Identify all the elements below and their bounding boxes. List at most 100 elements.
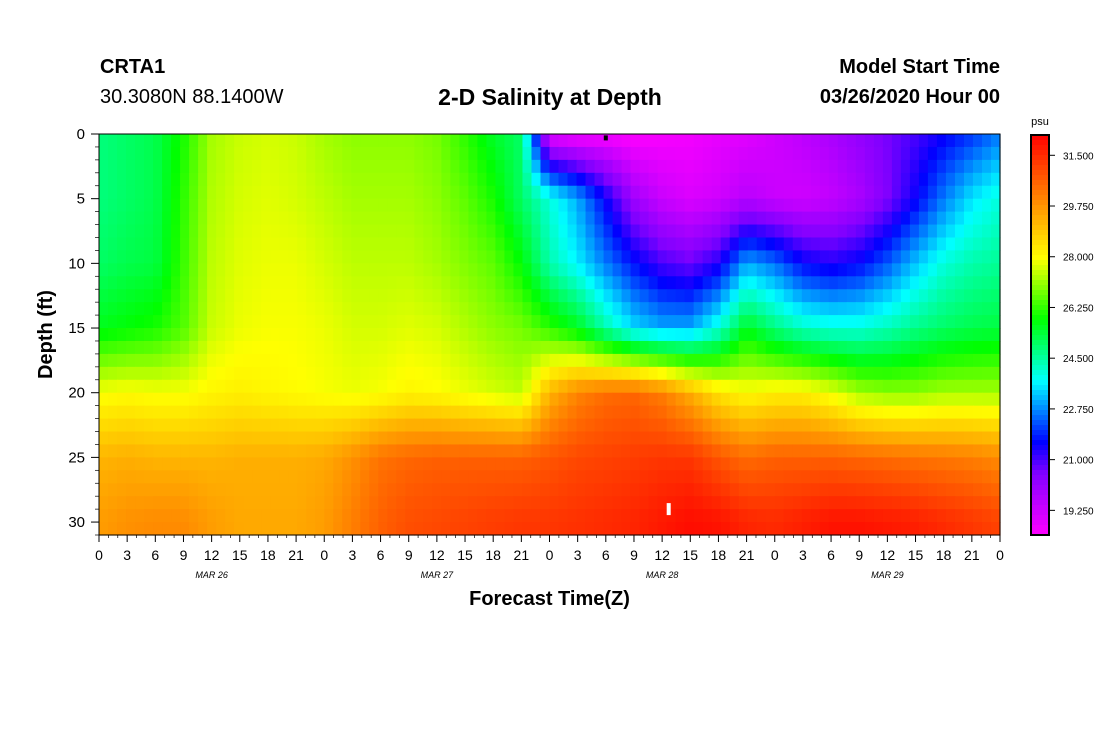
- heatmap-cell: [468, 134, 479, 148]
- heatmap-cell: [468, 457, 479, 471]
- heatmap-cell: [801, 146, 812, 161]
- heatmap-cell: [108, 483, 118, 497]
- heatmap-cell: [855, 146, 866, 161]
- heatmap-cell: [909, 457, 920, 471]
- heatmap-cell: [927, 159, 938, 174]
- heatmap-cell: [675, 522, 686, 536]
- heatmap-cell: [666, 444, 677, 458]
- heatmap-cell: [936, 392, 947, 407]
- colorbar-tick-label: 28.000: [1063, 253, 1094, 264]
- heatmap-cell: [459, 340, 470, 355]
- heatmap-cell: [396, 405, 406, 420]
- y-tick-label: 30: [68, 514, 85, 531]
- heatmap-cell: [333, 263, 343, 277]
- heatmap-cell: [594, 483, 605, 497]
- heatmap-cell: [180, 457, 190, 471]
- heatmap-cell: [720, 134, 731, 148]
- heatmap-cell: [234, 366, 244, 381]
- heatmap-cell: [477, 340, 488, 355]
- heatmap-cell: [558, 509, 569, 523]
- heatmap-cell: [450, 392, 460, 407]
- heatmap-cell: [765, 211, 776, 226]
- heatmap-cell: [315, 237, 325, 252]
- heatmap-cell: [459, 444, 470, 458]
- heatmap-cell: [270, 496, 280, 510]
- heatmap-cell: [666, 237, 677, 252]
- heatmap-cell: [351, 134, 361, 148]
- heatmap-cell: [810, 146, 821, 161]
- heatmap-cell: [981, 237, 992, 252]
- heatmap-cell: [855, 522, 866, 536]
- heatmap-cell: [378, 496, 388, 510]
- heatmap-cell: [198, 431, 208, 446]
- heatmap-cell: [801, 483, 812, 497]
- heatmap-cell: [495, 418, 506, 433]
- heatmap-cell: [450, 224, 460, 239]
- heatmap-cell: [612, 172, 623, 187]
- heatmap-cell: [729, 159, 740, 174]
- heatmap-cell: [954, 457, 965, 471]
- heatmap-cell: [702, 444, 713, 458]
- heatmap-cell: [99, 509, 109, 523]
- heatmap-cell: [171, 418, 181, 433]
- heatmap-cell: [396, 146, 406, 161]
- heatmap-cell: [558, 457, 569, 471]
- heatmap-cell: [531, 470, 542, 484]
- heatmap-cell: [171, 250, 181, 264]
- heatmap-cell: [693, 340, 704, 355]
- heatmap-cell: [117, 250, 127, 264]
- heatmap-cell: [99, 405, 109, 420]
- heatmap-cell: [594, 431, 605, 446]
- heatmap-cell: [252, 366, 262, 381]
- heatmap-cell: [315, 340, 325, 355]
- colorbar-segment: [1031, 190, 1049, 196]
- heatmap-cell: [396, 315, 406, 329]
- heatmap-cell: [765, 146, 776, 161]
- colorbar-segment: [1031, 250, 1049, 256]
- heatmap-cell: [594, 470, 605, 484]
- heatmap-cell: [657, 496, 668, 510]
- heatmap-cell: [864, 457, 875, 471]
- heatmap-cell: [207, 522, 217, 536]
- heatmap-cell: [558, 224, 569, 239]
- heatmap-cell: [567, 470, 578, 484]
- heatmap-cell: [234, 276, 244, 290]
- heatmap-cell: [225, 159, 235, 174]
- heatmap-cell: [954, 263, 965, 277]
- heatmap-cell: [162, 340, 172, 355]
- heatmap-cell: [333, 134, 343, 148]
- heatmap-cell: [405, 302, 415, 316]
- heatmap-cell: [468, 172, 479, 187]
- heatmap-cell: [414, 224, 424, 239]
- heatmap-cell: [198, 340, 208, 355]
- heatmap-cell: [441, 405, 451, 420]
- heatmap-cell: [549, 444, 560, 458]
- heatmap-cell: [873, 224, 884, 239]
- colorbar-tick-label: 21.000: [1063, 456, 1094, 467]
- heatmap-cell: [846, 263, 857, 277]
- heatmap-cell: [108, 405, 118, 420]
- heatmap-cell: [270, 340, 280, 355]
- heatmap-cell: [225, 366, 235, 381]
- heatmap-cell: [927, 198, 938, 213]
- heatmap-cell: [603, 431, 614, 446]
- heatmap-cell: [279, 392, 289, 407]
- heatmap-cell: [792, 379, 803, 394]
- heatmap-cell: [846, 353, 857, 368]
- heatmap-cell: [864, 237, 875, 252]
- heatmap-cell: [873, 340, 884, 355]
- heatmap-cell: [504, 289, 515, 303]
- heatmap-cell: [783, 237, 794, 252]
- heatmap-cell: [342, 392, 352, 407]
- heatmap-cell: [549, 172, 560, 187]
- heatmap-cell: [873, 237, 884, 252]
- heatmap-cell: [306, 276, 316, 290]
- heatmap-cell: [738, 172, 749, 187]
- heatmap-cell: [918, 134, 929, 148]
- heatmap-cell: [954, 250, 965, 264]
- heatmap-cell: [702, 185, 713, 200]
- heatmap-cell: [144, 340, 154, 355]
- heatmap-cell: [819, 470, 830, 484]
- heatmap-cell: [855, 276, 866, 290]
- heatmap-cell: [990, 431, 1001, 446]
